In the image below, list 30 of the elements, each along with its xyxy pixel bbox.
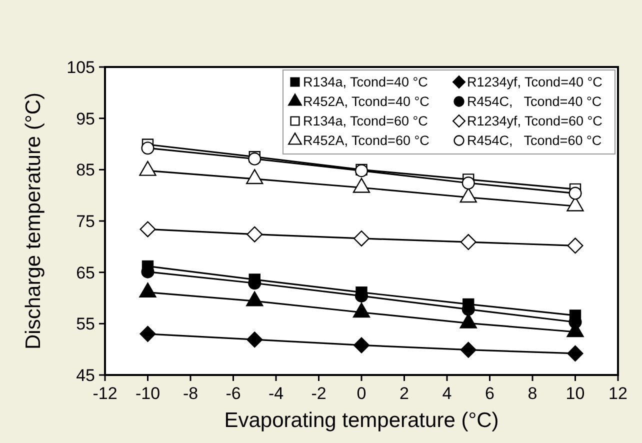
legend-label: R452A, Tcond=40 °C: [303, 94, 430, 110]
x-tick-label: 12: [608, 384, 628, 403]
y-tick-label: 55: [76, 314, 95, 334]
x-tick-label: -12: [92, 384, 118, 403]
legend-label: R1234yf, Tcond=60 °C: [467, 114, 603, 129]
x-tick-label: 8: [528, 384, 538, 403]
y-tick-label: 85: [76, 160, 95, 180]
y-tick-label: 75: [76, 212, 95, 231]
x-tick-label: 4: [442, 384, 452, 403]
y-axis-title: Discharge temperature (°C): [22, 92, 45, 350]
legend-label: R454C, Tcond=40 °C: [467, 94, 602, 110]
x-tick-label: -6: [226, 384, 241, 403]
legend-label: R1234yf, Tcond=40 °C: [467, 74, 603, 90]
x-tick-label: -4: [268, 384, 284, 403]
x-axis-title: Evaporating temperature (°C): [224, 409, 499, 432]
legend-label: R452A, Tcond=60 °C: [303, 133, 430, 148]
y-tick-label: 105: [66, 58, 95, 77]
x-tick-label: 2: [400, 384, 409, 403]
legend-label: R134a, Tcond=60 °C: [303, 114, 428, 129]
x-tick-label: 0: [356, 384, 366, 403]
x-tick-label: 10: [566, 384, 585, 403]
x-tick-label: -2: [311, 384, 326, 403]
legend-label: R134a, Tcond=40 °C: [303, 74, 428, 90]
legend-label: R454C, Tcond=60 °C: [467, 133, 602, 148]
y-tick-label: 95: [76, 109, 95, 128]
y-tick-label: 45: [76, 366, 95, 385]
x-tick-label: 6: [485, 384, 494, 403]
y-tick-label: 65: [76, 263, 95, 282]
x-tick-label: -10: [135, 384, 160, 403]
x-tick-label: -8: [182, 384, 198, 403]
